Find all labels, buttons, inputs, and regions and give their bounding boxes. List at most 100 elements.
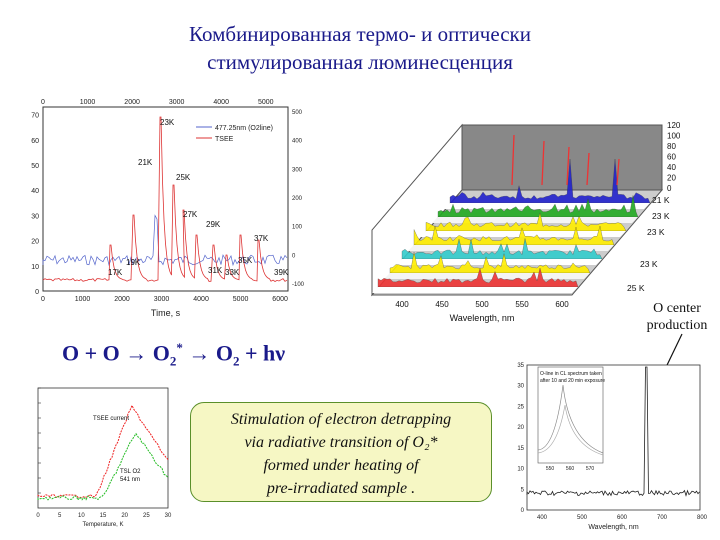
right-tick-label: 300 — [292, 167, 303, 173]
x-tick-label: 30 — [165, 513, 172, 519]
temperature-label: 37K — [254, 234, 269, 243]
back-wall — [461, 124, 663, 191]
x-tick-label: 500 — [475, 300, 489, 309]
plot-frame — [42, 106, 289, 292]
o-center-line-2: production — [646, 318, 708, 333]
x-tick-label: 5 — [58, 513, 62, 519]
spectrum-slice — [389, 252, 591, 274]
z-tick-label: 120 — [667, 121, 681, 130]
z-tick-label: 80 — [667, 142, 676, 151]
o-center-line-1: O center — [653, 301, 701, 316]
slice-ribbon — [408, 245, 614, 251]
reaction-mid: O — [152, 340, 170, 366]
back-peak — [541, 140, 545, 186]
x-tick-label: 400 — [537, 515, 548, 521]
left-tick-label: 50 — [31, 163, 39, 170]
temperature-label: 33K — [225, 268, 240, 277]
left-tick-label: 20 — [31, 239, 39, 246]
z-tick-label: 20 — [667, 174, 676, 183]
reaction-mid-sup: * — [176, 340, 183, 355]
temperature-label: 29K — [206, 220, 221, 229]
x-axis-label: Wavelength, nm — [450, 313, 515, 323]
temperature-label: 35K — [238, 256, 253, 265]
x-tick-label: 550 — [515, 300, 529, 309]
y-tick-label: 20 — [517, 425, 524, 431]
slide-title-line1: Комбинированная термо- и оптически — [189, 22, 531, 46]
x-axis-label: Time, s — [151, 308, 181, 318]
left-tick-label: 0 — [35, 289, 39, 296]
slice-ribbon — [432, 217, 638, 223]
reaction-arrow-1: → — [125, 340, 148, 366]
right-tick-label: 200 — [292, 196, 303, 202]
slice-ribbon — [384, 273, 590, 279]
back-peak — [511, 134, 515, 186]
top-tick-label: 3000 — [169, 99, 185, 106]
legend-label-line: 477.25nm (O2line) — [215, 125, 273, 132]
bottom-tick-label: 5000 — [233, 296, 249, 303]
box-line-1: Stimulation of electron detrapping — [230, 411, 452, 428]
slice-ribbon — [372, 287, 578, 293]
x-tick-label: 800 — [697, 515, 708, 521]
x-axis-label: Temperature, K — [82, 522, 123, 528]
x-tick-label: 10 — [78, 513, 85, 519]
series-cl-spectrum — [526, 366, 700, 497]
right-tick-label: 500 — [292, 110, 303, 116]
tsl-o2-nm-label: 541 nm — [120, 477, 140, 483]
x-tick-label: 20 — [121, 513, 128, 519]
back-peak — [586, 152, 590, 186]
x-tick-label: 600 — [555, 300, 569, 309]
top-tick-label: 1000 — [80, 99, 96, 106]
top-tick-label: 0 — [41, 99, 45, 106]
inset-x-tick-label: 550 — [546, 466, 555, 472]
left-tick-label: 40 — [31, 188, 39, 195]
right-tick-label: 100 — [292, 225, 303, 231]
bottom-tick-label: 6000 — [272, 296, 288, 303]
series-o2-line — [42, 214, 288, 267]
inset-x-tick-label: 570 — [586, 466, 595, 472]
tsee-current-label: TSEE current — [93, 416, 129, 422]
right-tick-label: 0 — [292, 253, 296, 259]
temperature-label: 31K — [208, 266, 223, 275]
reaction-equation: O + O → O2* → O2 + hν — [62, 340, 285, 370]
inset-legend-1: O-line in CL spectrum taken — [540, 371, 602, 377]
back-peak — [566, 146, 570, 186]
box-line-3: formed under heating of — [263, 457, 419, 474]
series-tsee — [37, 404, 169, 499]
inset-curve-2 — [537, 404, 604, 456]
slice-temperature-label: 23 K — [652, 211, 670, 221]
inset-curve-1 — [537, 384, 604, 454]
x-tick-label: 450 — [435, 300, 449, 309]
x-tick-label: 15 — [100, 513, 107, 519]
reaction-rhs-tail: + hν — [239, 340, 286, 366]
temperature-label: 23K — [160, 118, 175, 127]
right-tick-label: 400 — [292, 139, 303, 145]
slice-ribbon — [444, 203, 650, 209]
reaction-arrow-2: → — [188, 340, 211, 366]
box-line-4: pre-irradiated sample . — [266, 480, 416, 497]
series-o2 — [37, 432, 169, 501]
slice-temperature-label: 23 K — [647, 227, 665, 237]
left-tick-label: 70 — [31, 113, 39, 120]
temperature-label: 21K — [138, 158, 153, 167]
tsee-temperature-chart: 0 5 10 15 20 25 30 Temperature, K TSEE current TS… — [36, 387, 172, 528]
z-tick-label: 40 — [667, 163, 676, 172]
left-tick-label: 30 — [31, 213, 39, 220]
spectrum-slice — [437, 195, 639, 218]
back-peak — [616, 158, 620, 186]
x-tick-label: 400 — [395, 300, 409, 309]
right-tick-label: -100 — [292, 282, 305, 288]
bottom-tick-label: 4000 — [193, 296, 209, 303]
temperature-label: 25K — [176, 173, 191, 182]
spectrum-slice — [449, 158, 651, 204]
legend-label-tsee: TSEE — [215, 136, 234, 143]
slide-title-line2: стимулированная люминесценция — [207, 50, 513, 74]
reaction-lhs: O + O — [62, 340, 120, 366]
top-tick-label: 5000 — [258, 99, 274, 106]
z-tick-label: 0 — [667, 184, 672, 193]
bottom-tick-label: 1000 — [75, 296, 91, 303]
inset-x-tick-label: 560 — [566, 466, 575, 472]
z-tick-label: 100 — [667, 132, 681, 141]
y-tick-label: 30 — [517, 384, 524, 390]
box-line-2: via radiative transition of O₂* — [244, 434, 438, 451]
